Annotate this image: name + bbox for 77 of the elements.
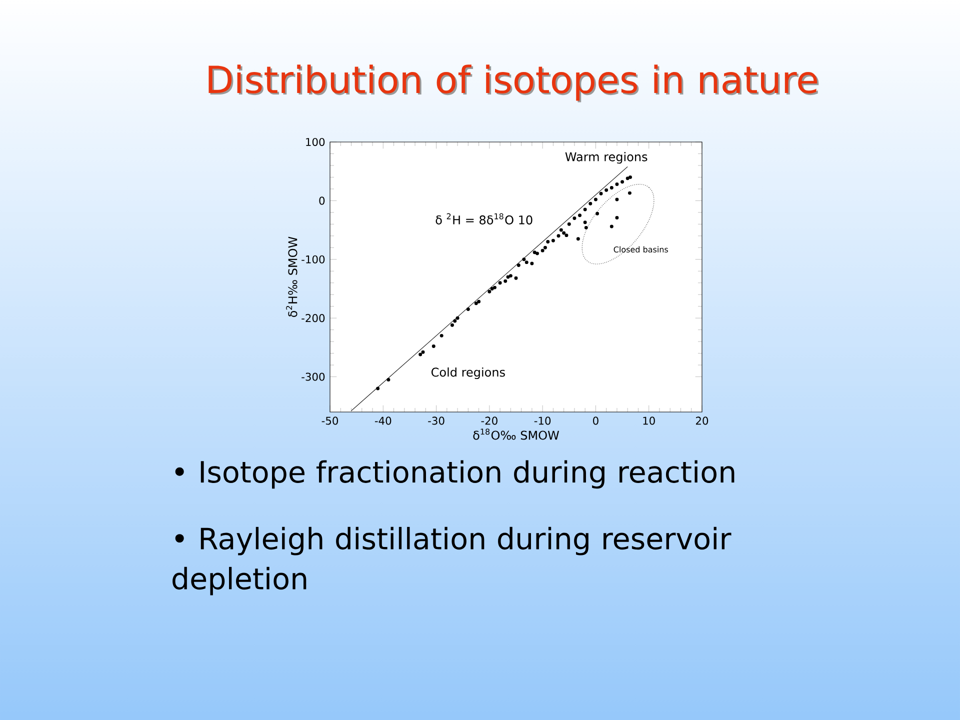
point [474, 302, 478, 306]
x-tick-label: -50 [322, 416, 338, 425]
point [440, 334, 444, 338]
x-tick-label: -40 [374, 416, 392, 425]
point [516, 264, 520, 267]
point [376, 386, 380, 390]
point [615, 198, 619, 202]
point [532, 250, 536, 254]
text: • Rayleigh distillation during reservoir depletion [172, 526, 732, 596]
point [540, 248, 544, 252]
point [626, 176, 630, 180]
point [572, 216, 576, 220]
y-tick-label: -200 [302, 314, 325, 322]
point [508, 274, 512, 278]
x-axis-title: δ$^{18}$O‰ SMOW [473, 428, 560, 440]
point [506, 275, 510, 279]
y-tick-label: 0 [319, 196, 325, 205]
point [620, 180, 624, 184]
point [386, 378, 390, 382]
point [628, 175, 632, 179]
x-tick-label: 20 [696, 416, 708, 425]
annotation: δ $^{2}$H = 8δ$^{18}$O 10 [436, 213, 532, 224]
chart-title: Distribution of isotopes in nature [210, 66, 819, 102]
point [583, 220, 587, 224]
x-tick-label: 10 [643, 416, 655, 425]
point [418, 352, 422, 356]
x-tick-label: -20 [481, 416, 498, 425]
point [599, 192, 603, 196]
annotation: Warm regions [565, 152, 648, 164]
point [530, 262, 534, 266]
x-tick-label: 0 [593, 416, 598, 425]
x-tick-label: -30 [428, 416, 444, 425]
point [559, 228, 563, 232]
annotation: Closed basins [614, 246, 668, 252]
point [498, 281, 502, 285]
point [556, 234, 560, 238]
point [564, 234, 568, 238]
y-tick-label: -100 [302, 255, 325, 264]
point [456, 316, 460, 320]
x-tick-label: -10 [534, 416, 551, 425]
point [546, 240, 550, 244]
point [596, 212, 600, 216]
point [536, 252, 539, 256]
point [504, 279, 508, 283]
point [493, 286, 496, 290]
point [466, 308, 470, 312]
point [453, 319, 457, 323]
y-axis-title: δ$^{2}$H‰ SMOW [286, 236, 298, 317]
point [551, 238, 555, 242]
point [567, 222, 571, 226]
point [578, 214, 582, 218]
point [615, 182, 619, 186]
y-tick-label: 100 [306, 138, 325, 146]
text: • Isotope fractionation during reaction [175, 460, 734, 489]
point [594, 198, 598, 202]
annotation: Cold regions [431, 367, 505, 380]
point [588, 202, 592, 206]
point [477, 300, 481, 304]
point [562, 231, 566, 235]
point [490, 286, 494, 290]
point [488, 290, 492, 294]
point [628, 191, 632, 195]
y-tick-label: -300 [302, 372, 325, 381]
point [524, 260, 528, 264]
point [421, 350, 425, 354]
point [604, 188, 608, 192]
point [450, 323, 454, 327]
point [576, 237, 580, 241]
point [583, 208, 587, 212]
point [584, 226, 588, 230]
point [615, 216, 619, 220]
point [610, 186, 614, 190]
point [522, 258, 526, 262]
point [432, 344, 436, 348]
point [514, 276, 518, 280]
point [610, 224, 614, 228]
point [543, 246, 547, 250]
